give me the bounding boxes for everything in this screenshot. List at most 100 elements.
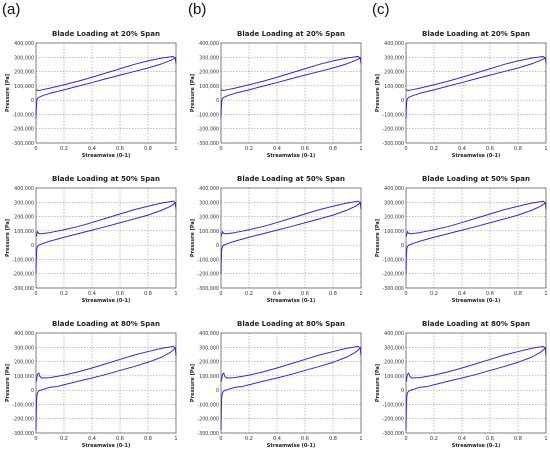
- chart-title: Blade Loading at 20% Span: [237, 30, 345, 38]
- y-tick-label: 100,000: [199, 229, 219, 235]
- y-tick-label: 400,000: [14, 331, 34, 337]
- x-axis-label: Streamwise (0-1): [267, 443, 315, 449]
- x-tick-label: 1: [544, 436, 547, 442]
- y-tick-label: 200,000: [384, 360, 404, 366]
- plot-frame: [35, 42, 177, 144]
- x-tick-label: 0.6: [486, 146, 494, 152]
- column-label-c: (c): [372, 1, 390, 18]
- plot-frame: [35, 187, 177, 289]
- x-tick-label: 0.2: [430, 146, 438, 152]
- plot-frame: [220, 187, 362, 289]
- x-tick-label: 0.8: [329, 291, 337, 297]
- y-tick-label: -200,000: [382, 272, 404, 278]
- y-axis-label: Pressure [Pa]: [5, 364, 11, 402]
- y-tick-label: 300,000: [384, 200, 404, 206]
- y-tick-label: 0: [31, 243, 34, 249]
- x-tick-label: 0.4: [88, 146, 96, 152]
- y-tick-label: -100,000: [382, 402, 404, 408]
- series-line-1: [405, 200, 547, 237]
- y-axis-label: Pressure [Pa]: [375, 364, 381, 402]
- x-tick-label: 0.2: [430, 436, 438, 442]
- chart-panel-b-20: Blade Loading at 20% Span -300,000 -200,00…: [190, 30, 363, 159]
- x-tick-label: 0.8: [329, 146, 337, 152]
- column-label-b: (b): [188, 1, 207, 18]
- plot-frame: [405, 42, 547, 144]
- series-line-1: [220, 200, 362, 237]
- chart-title: Blade Loading at 50% Span: [422, 175, 530, 183]
- series-line-2: [405, 201, 547, 274]
- x-tick-label: 0.8: [329, 436, 337, 442]
- y-tick-label: 0: [401, 243, 404, 249]
- y-tick-label: 0: [216, 388, 219, 394]
- x-tick-label: 0: [34, 436, 37, 442]
- x-tick-label: 0.4: [273, 436, 281, 442]
- chart-panel-b-80: Blade Loading at 80% Span -300,000 -200,00…: [190, 320, 363, 449]
- y-tick-label: 200,000: [14, 215, 34, 221]
- y-tick-label: 400,000: [199, 331, 219, 337]
- series-line-2: [220, 346, 362, 431]
- chart-title: Blade Loading at 20% Span: [52, 30, 160, 38]
- y-tick-label: 200,000: [384, 215, 404, 221]
- series-line-2: [405, 346, 547, 431]
- y-tick-label: 100,000: [384, 84, 404, 90]
- y-axis-label: Pressure [Pa]: [375, 74, 381, 112]
- y-axis-label: Pressure [Pa]: [190, 364, 196, 402]
- y-axis-label: Pressure [Pa]: [5, 74, 11, 112]
- series-line-2: [35, 201, 177, 274]
- x-tick-label: 0: [219, 436, 222, 442]
- y-tick-label: 100,000: [14, 374, 34, 380]
- y-tick-label: 200,000: [14, 70, 34, 76]
- chart-title: Blade Loading at 80% Span: [422, 320, 530, 328]
- x-tick-label: 1: [174, 291, 177, 297]
- y-tick-label: -300,000: [12, 431, 34, 437]
- y-axis-label: Pressure [Pa]: [190, 74, 196, 112]
- y-tick-label: 200,000: [199, 70, 219, 76]
- x-tick-label: 0.2: [245, 146, 253, 152]
- x-tick-label: 0: [404, 291, 407, 297]
- plot-frame: [220, 332, 362, 434]
- series-line-2: [35, 346, 177, 431]
- y-tick-label: -200,000: [197, 417, 219, 423]
- plot-frame: [220, 42, 362, 144]
- y-tick-label: 400,000: [14, 186, 34, 192]
- y-tick-label: 300,000: [199, 345, 219, 351]
- y-tick-label: 400,000: [199, 186, 219, 192]
- y-tick-label: 400,000: [384, 41, 404, 47]
- x-tick-label: 0.2: [245, 291, 253, 297]
- y-tick-label: 100,000: [384, 229, 404, 235]
- y-tick-label: -100,000: [382, 112, 404, 118]
- y-tick-label: 400,000: [199, 41, 219, 47]
- x-tick-label: 0.2: [60, 436, 68, 442]
- y-tick-label: -300,000: [197, 431, 219, 437]
- x-tick-label: 0.6: [116, 291, 124, 297]
- x-tick-label: 0.2: [60, 291, 68, 297]
- plot-frame: [405, 332, 547, 434]
- y-tick-label: -100,000: [12, 112, 34, 118]
- series-line-2: [405, 56, 547, 119]
- x-axis-label: Streamwise (0-1): [82, 298, 130, 304]
- x-tick-label: 0.4: [273, 146, 281, 152]
- chart-title: Blade Loading at 80% Span: [52, 320, 160, 328]
- x-axis-label: Streamwise (0-1): [267, 153, 315, 159]
- x-tick-label: 0.6: [116, 146, 124, 152]
- x-tick-label: 1: [174, 436, 177, 442]
- y-tick-label: 300,000: [14, 345, 34, 351]
- series-line-2: [220, 56, 362, 119]
- x-tick-label: 0.4: [88, 436, 96, 442]
- x-tick-label: 0.8: [514, 146, 522, 152]
- y-tick-label: 300,000: [384, 345, 404, 351]
- x-tick-label: 0.6: [301, 291, 309, 297]
- y-tick-label: -200,000: [382, 127, 404, 133]
- x-axis-label: Streamwise (0-1): [452, 298, 500, 304]
- y-tick-label: 300,000: [384, 55, 404, 61]
- chart-panel-b-50: Blade Loading at 50% Span -300,000 -200,00…: [190, 175, 363, 304]
- y-tick-label: -200,000: [197, 272, 219, 278]
- x-tick-label: 0.6: [486, 436, 494, 442]
- y-tick-label: 100,000: [384, 374, 404, 380]
- y-tick-label: -200,000: [12, 127, 34, 133]
- y-tick-label: 300,000: [199, 55, 219, 61]
- column-label-a: (a): [2, 1, 21, 18]
- y-tick-label: -300,000: [197, 286, 219, 292]
- x-tick-label: 0.6: [301, 146, 309, 152]
- y-tick-label: 0: [31, 98, 34, 104]
